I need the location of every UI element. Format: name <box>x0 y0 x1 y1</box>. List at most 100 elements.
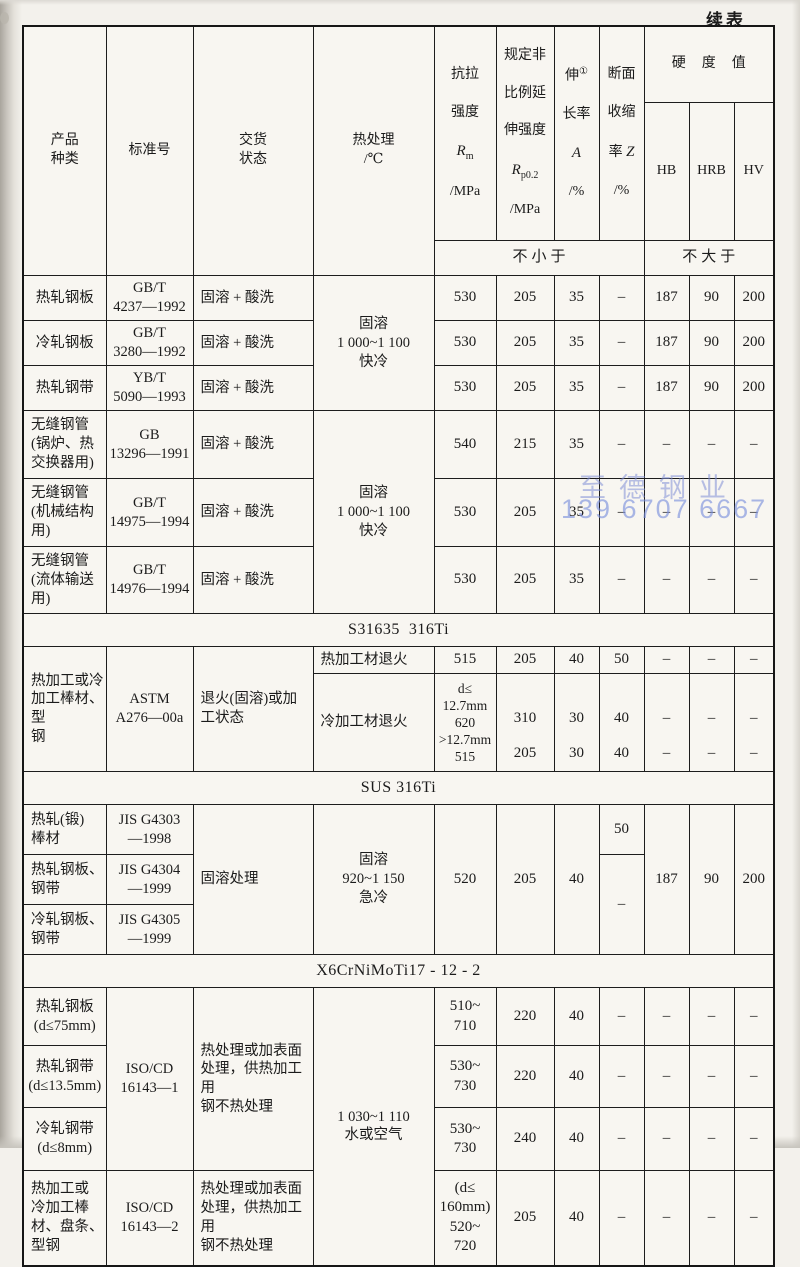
cell-standard: JIS G4304 —1999 <box>105 854 194 906</box>
cell-delivery: 热处理或加表面 处理，供热加工用 钢不热处理 <box>192 1170 314 1267</box>
cell-standard: JIS G4303 —1998 <box>105 804 194 856</box>
cell-product: 冷轧钢带 (d≤8mm) <box>22 1107 107 1172</box>
table-row: 热轧钢带 (d≤13.5mm) 530~ 730 220 40 – – – – <box>22 1045 775 1109</box>
cell-hb: – <box>643 646 690 675</box>
col-header-hb: HB <box>643 102 690 242</box>
cell-product: 热加工或 冷加工棒 材、盘条、 型钢 <box>22 1170 107 1267</box>
cell-heat-treatment: 固溶 1 000~1 100 快冷 <box>312 410 435 615</box>
cell-product: 热轧钢板、 钢带 <box>22 854 107 906</box>
cell-rm: 530 <box>433 546 497 615</box>
table-row: 热轧(锻) 棒材 JIS G4303 —1998 固溶处理 固溶 920~1 1… <box>22 804 775 956</box>
cell-heat-treatment: 固溶 1 000~1 100 快冷 <box>312 275 435 412</box>
table-header-row: 产品 种类 标准号 交货 状态 热处理 /℃ 抗拉 强度 Rm /MPa 规定非… <box>22 25 775 277</box>
cell-hb: 187 <box>643 804 690 956</box>
cell-z: – <box>598 1107 645 1172</box>
cell-standard: ISO/CD 16143—2 <box>105 1170 194 1267</box>
cell-hv: 200 <box>733 275 775 322</box>
cell-hb: – <box>643 478 690 548</box>
cell-standard: JIS G4305 —1999 <box>105 904 194 956</box>
not-greater-than-label: 不大于 <box>643 240 775 277</box>
cell-hv: – <box>733 410 775 480</box>
cell-hb: – <box>643 546 690 615</box>
cell-rm: 530 <box>433 275 497 322</box>
cell-rp: 310 205 <box>495 673 555 773</box>
cell-product: 热轧钢板 (d≤75mm) <box>22 987 107 1047</box>
table-header-row: HB HRB HV <box>23 102 775 242</box>
cell-hb: – – <box>643 673 690 773</box>
col-header-product: 产品 种类 <box>22 25 107 277</box>
cell-standard: GB/T 4237—1992 <box>105 275 194 322</box>
grade-band-label: X6CrNiMoTi17 - 12 - 2 <box>22 954 775 989</box>
page-left-shadow <box>0 0 22 1148</box>
cell-delivery: 固溶 + 酸洗 <box>192 478 314 548</box>
not-less-than-label: 不小于 <box>433 240 645 277</box>
cell-rp: 220 <box>495 1045 555 1109</box>
cell-rp: 205 <box>495 546 555 615</box>
cell-heat-treatment: 冷加工材退火 <box>312 673 435 773</box>
cell-hrb: – <box>688 987 735 1047</box>
cell-product: 冷轧钢板、 钢带 <box>22 904 107 956</box>
cell-delivery: 固溶处理 <box>192 804 314 956</box>
scan-artifact <box>0 12 9 24</box>
cell-delivery: 退火(固溶)或加 工状态 <box>192 646 314 773</box>
cell-rm: 520 <box>433 804 497 956</box>
cell-a: 40 <box>553 1045 600 1109</box>
col-header-tensile-strength: 抗拉 强度 Rm /MPa <box>433 25 497 242</box>
table-row: 冷加工材退火 d≤ 12.7mm 620 >12.7mm 515 310 205 … <box>23 673 775 773</box>
cell-hv: 200 <box>733 365 775 412</box>
table-row: 热轧钢板、 钢带 JIS G4304 —1999 – <box>22 854 774 956</box>
table-subheader-row: 不小于 不大于 <box>23 240 775 277</box>
cell-rp: 205 <box>495 275 555 322</box>
cell-rm: d≤ 12.7mm 620 >12.7mm 515 <box>433 673 497 773</box>
cell-rm: 530~ 730 <box>433 1107 497 1172</box>
grade-band: S31635 316Ti <box>22 613 775 648</box>
steel-standards-table: 产品 种类 标准号 交货 状态 热处理 /℃ 抗拉 强度 Rm /MPa 规定非… <box>22 25 775 1267</box>
cell-rp: 205 <box>495 478 555 548</box>
table-row: 热加工或冷 加工棒材、型 钢 ASTM A276—00a 退火(固溶)或加 工状… <box>22 646 775 773</box>
cell-rp: 205 <box>495 646 555 675</box>
cell-hv: – <box>733 1170 775 1267</box>
cell-rp: 240 <box>495 1107 555 1172</box>
cell-rp: 205 <box>495 804 555 956</box>
col-header-proof-strength: 规定非 比例延 伸强度 Rp0.2 /MPa <box>495 25 555 242</box>
cell-z: 50 <box>598 804 645 856</box>
cell-rp: 205 <box>495 320 555 367</box>
cell-product: 热轧钢带 (d≤13.5mm) <box>22 1045 107 1109</box>
grade-band-label: S31635 316Ti <box>22 613 775 648</box>
cell-hb: – <box>643 410 690 480</box>
cell-z: 40 40 <box>598 673 645 773</box>
grade-band-label: SUS 316Ti <box>22 771 775 806</box>
cell-rm: 530 <box>433 320 497 367</box>
col-header-hrb: HRB <box>688 102 735 242</box>
cell-hv: – <box>733 987 775 1047</box>
col-header-hv: HV <box>733 102 775 242</box>
cell-a: 40 <box>553 1107 600 1172</box>
cell-hrb: – <box>688 646 735 675</box>
cell-delivery: 固溶 + 酸洗 <box>192 320 314 367</box>
cell-delivery: 热处理或加表面 处理，供热加工用 钢不热处理 <box>192 987 314 1172</box>
table-row: 热轧钢板 (d≤75mm) ISO/CD 16143—1 热处理或加表面 处理，… <box>22 987 775 1267</box>
cell-rm: 515 <box>433 646 497 675</box>
cell-product: 热加工或冷 加工棒材、型 钢 <box>22 646 107 773</box>
cell-hv: – <box>733 1107 775 1172</box>
cell-hrb: 90 <box>688 804 735 956</box>
cell-hb: 187 <box>643 275 690 322</box>
cell-z: – <box>598 320 645 367</box>
cell-hrb: – <box>688 1107 735 1172</box>
table-row: 无缝钢管 (锅炉、热 交换器用) GB 13296—1991 固溶 + 酸洗 固… <box>22 410 775 615</box>
cell-z: – <box>598 365 645 412</box>
cell-rm: 530 <box>433 365 497 412</box>
cell-heat-treatment: 热加工材退火 <box>312 646 435 675</box>
cell-hrb: 90 <box>688 275 735 322</box>
cell-z: – <box>598 275 645 322</box>
cell-standard: GB/T 14976—1994 <box>105 546 194 615</box>
table-row: 冷轧钢板 GB/T 3280—1992 固溶 + 酸洗 530 205 35 –… <box>22 320 775 367</box>
cell-rp: 205 <box>495 365 555 412</box>
cell-hv: – – <box>733 673 775 773</box>
cell-delivery: 固溶 + 酸洗 <box>192 546 314 615</box>
cell-a: 35 <box>553 546 600 615</box>
cell-product: 冷轧钢板 <box>22 320 107 367</box>
cell-z: – <box>598 987 645 1047</box>
cell-product: 无缝钢管 (流体输送 用) <box>22 546 107 615</box>
cell-delivery: 固溶 + 酸洗 <box>192 365 314 412</box>
